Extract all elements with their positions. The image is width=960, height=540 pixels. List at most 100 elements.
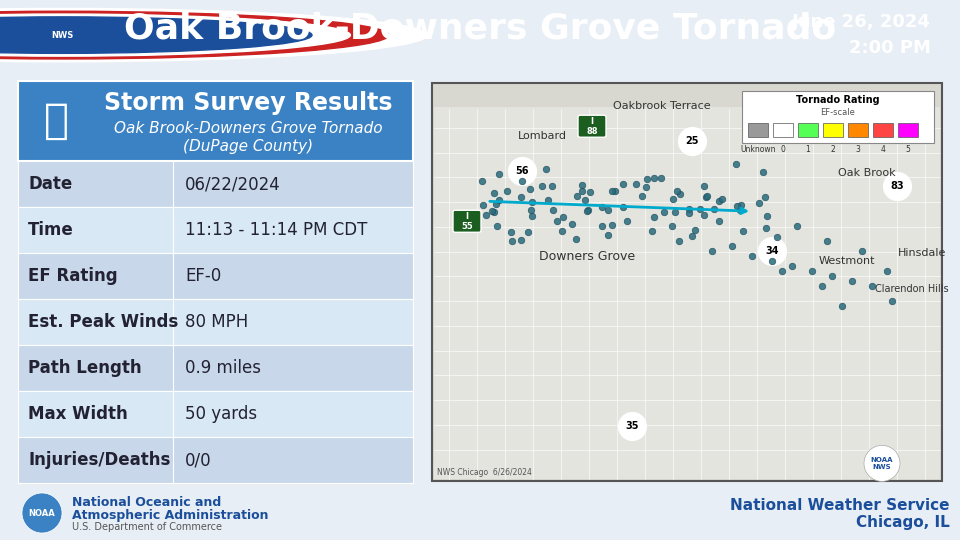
Text: 4: 4: [880, 145, 885, 154]
Circle shape: [864, 446, 900, 481]
Text: 0.9 miles: 0.9 miles: [185, 359, 261, 377]
Point: [758, 224, 774, 232]
Point: [764, 257, 780, 266]
Point: [554, 227, 569, 235]
Text: Lombard: Lombard: [517, 131, 566, 141]
FancyBboxPatch shape: [873, 123, 893, 137]
Point: [735, 227, 751, 235]
Text: 2:00 PM: 2:00 PM: [850, 39, 931, 57]
Point: [594, 222, 610, 231]
FancyBboxPatch shape: [798, 123, 818, 137]
Text: NOAA
NWS: NOAA NWS: [871, 457, 893, 470]
Point: [707, 205, 722, 214]
Text: 5: 5: [905, 145, 910, 154]
Text: Hinsdale: Hinsdale: [898, 248, 947, 258]
Point: [684, 232, 700, 241]
Point: [594, 202, 610, 211]
Point: [687, 225, 703, 234]
Point: [601, 231, 616, 239]
FancyBboxPatch shape: [18, 437, 413, 483]
FancyBboxPatch shape: [18, 207, 413, 253]
Text: Tornado Rating: Tornado Rating: [796, 95, 879, 105]
Text: Time: Time: [28, 221, 74, 239]
Point: [520, 227, 536, 236]
Point: [705, 247, 720, 255]
Point: [484, 207, 499, 215]
Point: [569, 192, 585, 200]
Point: [514, 193, 529, 202]
Text: 06/22/2024: 06/22/2024: [185, 176, 280, 193]
Text: 0: 0: [780, 145, 785, 154]
Point: [730, 202, 745, 211]
FancyBboxPatch shape: [18, 161, 413, 207]
Text: June 26, 2024: June 26, 2024: [792, 14, 931, 31]
FancyBboxPatch shape: [848, 123, 868, 137]
Point: [568, 234, 584, 243]
Point: [628, 180, 643, 189]
Point: [755, 167, 770, 176]
Text: 50 yards: 50 yards: [185, 406, 257, 423]
FancyBboxPatch shape: [434, 107, 940, 480]
Point: [523, 205, 539, 214]
Text: U.S. Department of Commerce: U.S. Department of Commerce: [72, 522, 222, 532]
Point: [499, 187, 515, 195]
Point: [668, 208, 684, 217]
Point: [524, 212, 540, 220]
FancyBboxPatch shape: [18, 253, 413, 299]
Text: 80 MPH: 80 MPH: [185, 313, 249, 332]
Text: EF-0: EF-0: [185, 267, 221, 285]
Point: [784, 262, 800, 271]
Point: [665, 194, 681, 203]
Point: [539, 165, 554, 173]
Point: [711, 217, 727, 225]
Point: [490, 222, 505, 231]
Point: [582, 188, 597, 197]
Text: NWS Chicago  6/26/2024: NWS Chicago 6/26/2024: [437, 468, 532, 477]
Text: Storm Survey Results: Storm Survey Results: [104, 91, 393, 115]
Point: [615, 202, 631, 211]
Point: [524, 198, 540, 207]
Point: [756, 192, 772, 201]
Circle shape: [22, 493, 62, 533]
FancyBboxPatch shape: [432, 83, 942, 481]
Point: [669, 187, 684, 195]
Text: Clarendon Hills: Clarendon Hills: [876, 284, 948, 294]
Point: [884, 297, 900, 306]
Point: [579, 207, 594, 215]
Point: [845, 277, 860, 286]
FancyBboxPatch shape: [18, 81, 413, 161]
Text: Westmont: Westmont: [819, 256, 876, 266]
Point: [646, 213, 661, 221]
Point: [673, 190, 688, 198]
Point: [639, 174, 655, 183]
Text: (DuPage County): (DuPage County): [183, 139, 313, 154]
Text: Path Length: Path Length: [28, 359, 142, 377]
Point: [682, 205, 697, 213]
Text: I
88: I 88: [587, 117, 598, 136]
FancyBboxPatch shape: [578, 115, 606, 137]
Point: [492, 195, 507, 204]
Point: [564, 220, 580, 228]
Text: Oak Brook-Downers Grove Tornado: Oak Brook-Downers Grove Tornado: [113, 121, 382, 136]
Text: 83: 83: [890, 181, 903, 191]
Circle shape: [0, 14, 350, 56]
FancyBboxPatch shape: [823, 123, 843, 137]
Point: [504, 237, 519, 246]
Point: [514, 235, 529, 244]
Text: National Oceanic and: National Oceanic and: [72, 496, 221, 510]
Point: [544, 182, 560, 191]
Text: Downers Grove: Downers Grove: [539, 250, 636, 263]
Point: [699, 192, 714, 200]
Text: 2: 2: [830, 145, 835, 154]
Point: [656, 207, 671, 216]
Point: [770, 232, 785, 241]
Text: Max Width: Max Width: [28, 406, 128, 423]
Point: [491, 170, 506, 178]
Text: NOAA: NOAA: [29, 509, 56, 517]
Point: [681, 208, 696, 217]
Point: [638, 183, 654, 192]
Point: [478, 211, 493, 220]
Point: [744, 252, 759, 261]
Text: Unknown: Unknown: [740, 145, 776, 154]
Point: [814, 282, 829, 291]
